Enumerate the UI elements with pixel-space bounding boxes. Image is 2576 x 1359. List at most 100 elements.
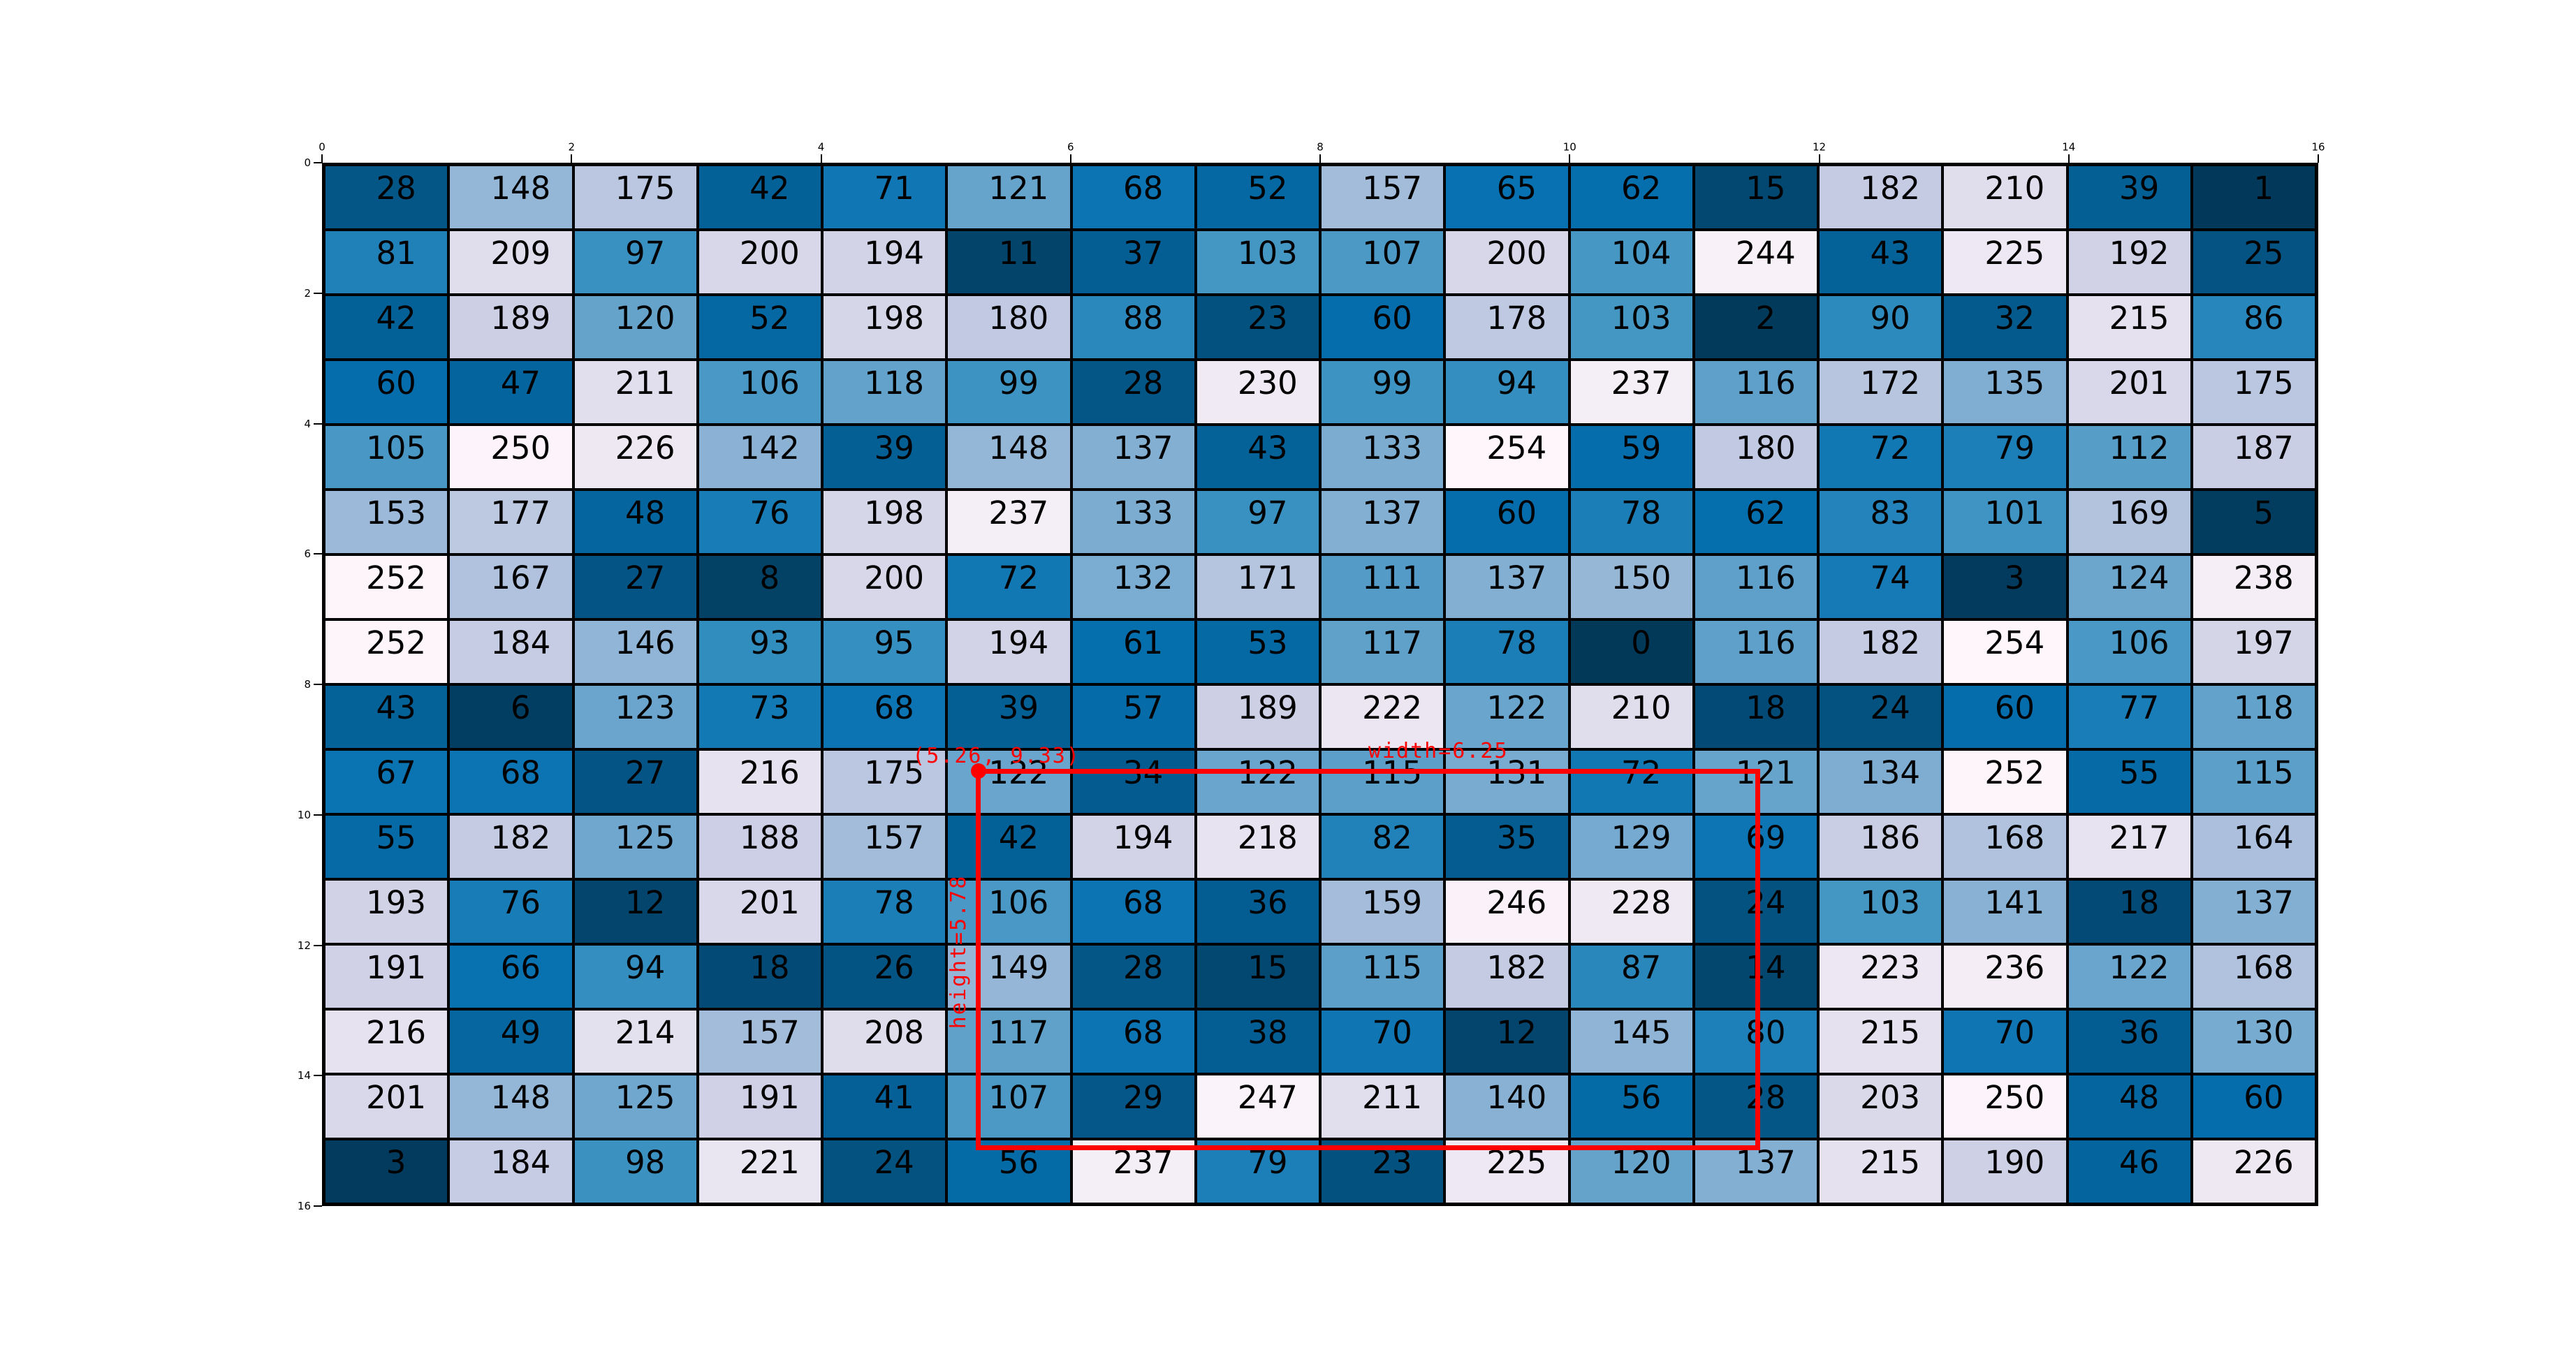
heatmap-cell: 5 xyxy=(2193,491,2315,553)
heatmap-cell: 216 xyxy=(698,751,821,813)
heatmap-cell: 48 xyxy=(2068,1075,2190,1138)
cell-value: 178 xyxy=(1486,300,1547,337)
x-tick-mark xyxy=(2068,154,2070,163)
cell-value: 36 xyxy=(2118,1014,2160,1051)
y-tick-label: 10 xyxy=(297,808,311,821)
heatmap-cell: 24 xyxy=(1820,686,1942,748)
x-tick-label: 6 xyxy=(1067,140,1074,154)
cell-value: 27 xyxy=(624,559,666,596)
heatmap-cell: 244 xyxy=(1695,231,1817,293)
heatmap-cell: 200 xyxy=(698,231,821,293)
y-tick-label: 12 xyxy=(297,939,311,952)
cell-value: 200 xyxy=(739,235,800,272)
heatmap-cell: 215 xyxy=(1820,1140,1942,1203)
cell-value: 103 xyxy=(1611,300,1671,337)
heatmap-cell: 18 xyxy=(2068,881,2190,943)
cell-value: 189 xyxy=(490,300,551,337)
cell-value: 134 xyxy=(1860,754,1921,791)
heatmap-cell: 34 xyxy=(1072,751,1194,813)
cell-value: 148 xyxy=(490,170,551,207)
heatmap-cell: 78 xyxy=(1570,491,1692,553)
heatmap-cell: 215 xyxy=(1820,1011,1942,1073)
heatmap-cell: 26 xyxy=(824,946,946,1008)
heatmap-cell: 60 xyxy=(1944,686,2066,748)
heatmap-cell: 56 xyxy=(948,1140,1070,1203)
heatmap-cell: 18 xyxy=(698,946,821,1008)
heatmap-cell: 125 xyxy=(574,816,696,878)
cell-value: 47 xyxy=(500,365,541,402)
cell-value: 90 xyxy=(1870,300,1910,337)
heatmap-cell: 42 xyxy=(948,816,1070,878)
heatmap-cell: 120 xyxy=(1570,1140,1692,1203)
cell-value: 117 xyxy=(988,1014,1049,1051)
cell-value: 184 xyxy=(490,1144,551,1181)
cell-value: 72 xyxy=(1620,754,1662,791)
heatmap-cell: 95 xyxy=(824,621,946,683)
heatmap-cell: 168 xyxy=(1944,816,2066,878)
heatmap-cell: 180 xyxy=(1695,426,1817,488)
heatmap-cell: 90 xyxy=(1820,296,1942,358)
cell-value: 48 xyxy=(624,494,666,531)
heatmap-cell: 222 xyxy=(1322,686,1444,748)
heatmap-cell: 12 xyxy=(1446,1011,1568,1073)
heatmap-cell: 2 xyxy=(1695,296,1817,358)
heatmap-cell: 191 xyxy=(698,1075,821,1138)
cell-value: 76 xyxy=(500,884,541,921)
cell-value: 230 xyxy=(1237,365,1298,402)
heatmap-cell: 66 xyxy=(450,946,572,1008)
cell-value: 39 xyxy=(998,689,1039,726)
heatmap-cell: 52 xyxy=(698,296,821,358)
cell-value: 72 xyxy=(998,559,1039,596)
cell-value: 68 xyxy=(1122,170,1164,207)
heatmap-cell: 254 xyxy=(1944,621,2066,683)
cell-value: 192 xyxy=(2109,235,2169,272)
cell-value: 201 xyxy=(739,884,800,921)
cell-value: 99 xyxy=(1372,365,1412,402)
heatmap-cell: 1 xyxy=(2193,166,2315,228)
cell-value: 150 xyxy=(1611,559,1671,596)
cell-value: 125 xyxy=(615,819,675,856)
heatmap-cell: 28 xyxy=(1072,946,1194,1008)
heatmap-cell: 59 xyxy=(1570,426,1692,488)
cell-value: 116 xyxy=(1735,559,1796,596)
cell-value: 122 xyxy=(1237,754,1298,791)
cell-value: 72 xyxy=(1870,429,1910,467)
cell-value: 132 xyxy=(1113,559,1173,596)
cell-value: 74 xyxy=(1870,559,1910,596)
y-tick-mark xyxy=(314,423,322,425)
heatmap-cell: 131 xyxy=(1446,751,1568,813)
heatmap-cell: 237 xyxy=(1072,1140,1194,1203)
cell-value: 198 xyxy=(864,494,925,531)
heatmap-cell: 60 xyxy=(1446,491,1568,553)
cell-value: 23 xyxy=(1247,300,1288,337)
cell-value: 15 xyxy=(1746,170,1786,207)
cell-value: 125 xyxy=(615,1079,675,1116)
cell-value: 221 xyxy=(739,1144,800,1181)
cell-value: 83 xyxy=(1870,494,1910,531)
cell-value: 62 xyxy=(1746,494,1786,531)
cell-value: 1 xyxy=(2253,170,2274,207)
cell-value: 98 xyxy=(624,1144,666,1181)
cell-value: 215 xyxy=(1860,1014,1921,1051)
heatmap-cell: 79 xyxy=(1944,426,2066,488)
heatmap-cell: 182 xyxy=(1820,166,1942,228)
heatmap-cell: 8 xyxy=(698,556,821,618)
heatmap-cell: 36 xyxy=(2068,1011,2190,1073)
heatmap-cell: 80 xyxy=(1695,1011,1817,1073)
heatmap-cell: 137 xyxy=(1695,1140,1817,1203)
heatmap-cell: 198 xyxy=(824,296,946,358)
heatmap-cell: 15 xyxy=(1695,166,1817,228)
heatmap-cell: 28 xyxy=(325,166,448,228)
heatmap-cell: 148 xyxy=(948,426,1070,488)
heatmap-cell: 94 xyxy=(574,946,696,1008)
cell-value: 186 xyxy=(1860,819,1921,856)
cell-value: 168 xyxy=(1984,819,2045,856)
cell-value: 135 xyxy=(1984,365,2045,402)
x-tick-label: 14 xyxy=(2062,140,2076,154)
heatmap-cell: 194 xyxy=(1072,816,1194,878)
cell-value: 97 xyxy=(1247,494,1288,531)
heatmap-cell: 99 xyxy=(948,361,1070,423)
heatmap-cell: 175 xyxy=(574,166,696,228)
heatmap-cell: 68 xyxy=(1072,881,1194,943)
